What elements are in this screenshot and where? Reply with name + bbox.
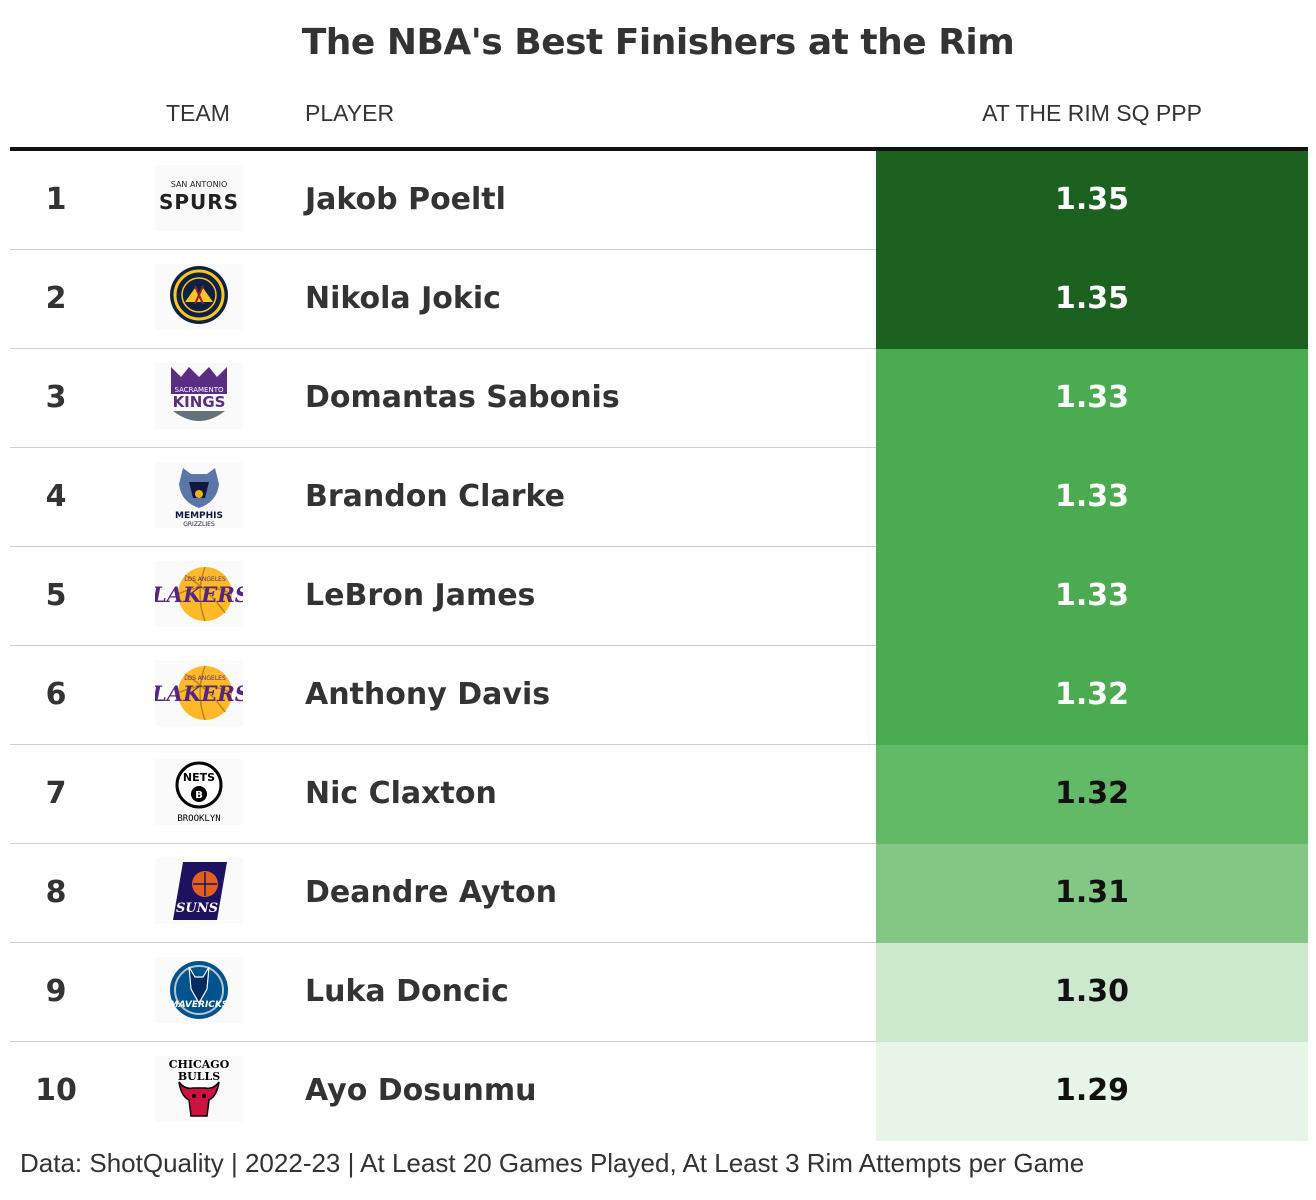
table-row: 9 MAVERICKS Luka Doncic 1.30 bbox=[10, 943, 1308, 1042]
table-row: 10 CHICAGO BULLS Ayo Dosunmu 1.29 bbox=[10, 1042, 1308, 1141]
header-rule bbox=[10, 147, 1308, 151]
value-label: 1.33 bbox=[1054, 578, 1130, 613]
svg-text:SPURS: SPURS bbox=[159, 190, 239, 214]
value-label: 1.33 bbox=[1054, 380, 1130, 415]
value-bar: 1.30 bbox=[876, 943, 1308, 1042]
rank-cell: 7 bbox=[45, 776, 67, 811]
kings-logo-icon: SACRAMENTO KINGS bbox=[155, 363, 243, 429]
table-row: 2 Nikola Jokic 1.35 bbox=[10, 250, 1308, 349]
svg-text:CHICAGO: CHICAGO bbox=[169, 1058, 230, 1071]
value-bar: 1.35 bbox=[876, 151, 1308, 250]
lakers-logo-icon: LOS ANGELES LAKERS bbox=[155, 660, 243, 726]
value-bar: 1.33 bbox=[876, 349, 1308, 448]
nets-logo-icon: NETS B BROOKLYN bbox=[155, 759, 243, 825]
lakers-logo-icon: LOS ANGELES LAKERS bbox=[155, 561, 243, 627]
table-row: 5 LOS ANGELES LAKERS LeBron James 1.33 bbox=[10, 547, 1308, 646]
svg-text:B: B bbox=[195, 790, 203, 801]
player-name: Nic Claxton bbox=[305, 776, 497, 811]
player-name: Luka Doncic bbox=[305, 974, 509, 1009]
suns-logo-icon: SUNS bbox=[155, 858, 243, 924]
rank-cell: 8 bbox=[45, 875, 67, 910]
rank-cell: 3 bbox=[45, 380, 67, 415]
footnote: Data: ShotQuality | 2022-23 | At Least 2… bbox=[20, 1148, 1085, 1178]
chart-title: The NBA's Best Finishers at the Rim bbox=[301, 22, 1015, 63]
value-label: 1.32 bbox=[1054, 677, 1130, 712]
table-body: 1 SAN ANTONIO SPURS Jakob Poeltl 1.35 2 Nik… bbox=[10, 151, 1308, 1141]
svg-text:LOS ANGELES: LOS ANGELES bbox=[184, 675, 226, 682]
svg-text:SUNS: SUNS bbox=[176, 901, 218, 916]
table-row: 4 MEMPHIS GRIZZLIES Brandon Clarke 1.33 bbox=[10, 448, 1308, 547]
rank-cell: 5 bbox=[45, 578, 67, 613]
value-bar: 1.31 bbox=[876, 844, 1308, 943]
bulls-logo-icon: CHICAGO BULLS bbox=[155, 1056, 243, 1122]
value-bar: 1.33 bbox=[876, 448, 1308, 547]
player-name: Domantas Sabonis bbox=[305, 380, 620, 415]
player-name: Jakob Poeltl bbox=[305, 182, 506, 217]
value-bar: 1.33 bbox=[876, 547, 1308, 646]
svg-text:BULLS: BULLS bbox=[178, 1070, 220, 1083]
spurs-logo-icon: SAN ANTONIO SPURS bbox=[155, 165, 243, 231]
svg-text:LAKERS: LAKERS bbox=[155, 582, 243, 607]
rank-cell: 9 bbox=[45, 974, 67, 1009]
value-label: 1.33 bbox=[1054, 479, 1130, 514]
rank-cell: 6 bbox=[45, 677, 67, 712]
value-label: 1.30 bbox=[1054, 974, 1130, 1009]
table-row: 6 LOS ANGELES LAKERS Anthony Davis 1.32 bbox=[10, 646, 1308, 745]
svg-text:KINGS: KINGS bbox=[173, 393, 226, 411]
header-team: TEAM bbox=[166, 100, 230, 126]
value-label: 1.32 bbox=[1054, 776, 1130, 811]
header-player: PLAYER bbox=[305, 100, 395, 126]
svg-text:BROOKLYN: BROOKLYN bbox=[177, 814, 220, 824]
value-bar: 1.32 bbox=[876, 745, 1308, 844]
header-value: AT THE RIM SQ PPP bbox=[982, 100, 1202, 126]
rank-cell: 4 bbox=[45, 479, 67, 514]
value-label: 1.35 bbox=[1054, 182, 1130, 217]
nuggets-logo-icon bbox=[155, 264, 243, 330]
svg-text:MAVERICKS: MAVERICKS bbox=[170, 1000, 229, 1010]
player-name: Nikola Jokic bbox=[305, 281, 501, 316]
value-bar: 1.29 bbox=[876, 1042, 1308, 1141]
player-name: Ayo Dosunmu bbox=[305, 1073, 537, 1108]
value-bar: 1.32 bbox=[876, 646, 1308, 745]
table-row: 1 SAN ANTONIO SPURS Jakob Poeltl 1.35 bbox=[10, 151, 1308, 250]
value-bar: 1.35 bbox=[876, 250, 1308, 349]
svg-text:SACRAMENTO: SACRAMENTO bbox=[175, 386, 224, 394]
svg-text:GRIZZLIES: GRIZZLIES bbox=[183, 521, 215, 528]
value-label: 1.29 bbox=[1054, 1073, 1130, 1108]
table-row: 3 SACRAMENTO KINGS Domantas Sabonis 1.33 bbox=[10, 349, 1308, 448]
svg-text:LOS ANGELES: LOS ANGELES bbox=[184, 576, 226, 583]
rank-cell: 2 bbox=[45, 281, 67, 316]
grizzlies-logo-icon: MEMPHIS GRIZZLIES bbox=[155, 462, 243, 528]
player-name: Deandre Ayton bbox=[305, 875, 557, 910]
value-label: 1.35 bbox=[1054, 281, 1130, 316]
svg-text:MEMPHIS: MEMPHIS bbox=[175, 511, 223, 521]
rank-cell: 1 bbox=[45, 182, 67, 217]
table-row: 7 NETS B BROOKLYN Nic Claxton 1.32 bbox=[10, 745, 1308, 844]
svg-text:NETS: NETS bbox=[183, 771, 215, 784]
value-label: 1.31 bbox=[1054, 875, 1130, 910]
rank-cell: 10 bbox=[35, 1073, 77, 1108]
player-name: Anthony Davis bbox=[305, 677, 551, 712]
svg-text:LAKERS: LAKERS bbox=[155, 681, 243, 706]
player-name: Brandon Clarke bbox=[305, 479, 565, 514]
table-row: 8 SUNS Deandre Ayton 1.31 bbox=[10, 844, 1308, 943]
player-name: LeBron James bbox=[305, 578, 536, 613]
svg-text:SAN ANTONIO: SAN ANTONIO bbox=[171, 180, 228, 189]
mavericks-logo-icon: MAVERICKS bbox=[155, 957, 243, 1023]
